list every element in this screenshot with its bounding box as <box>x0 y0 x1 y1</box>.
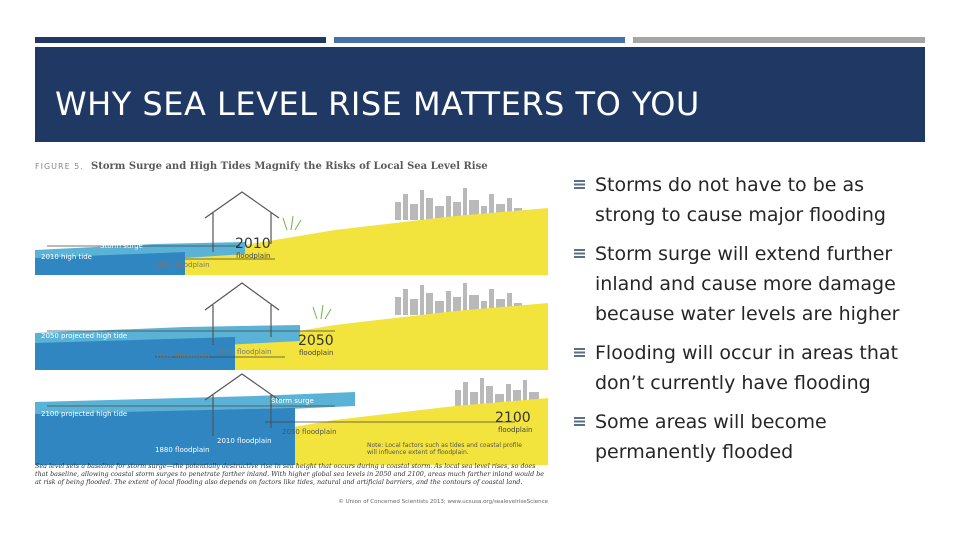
top-accent-bar-dark <box>35 37 326 43</box>
year-2100-label: 2100 <box>495 410 531 426</box>
bullet-marker-icon <box>574 417 585 426</box>
figure-number: FIGURE 5. <box>35 162 84 171</box>
floodplain-2010-label: 2010 floodplain <box>217 437 272 445</box>
year-2010-floodplain-label: floodplain <box>236 252 271 260</box>
bullet-item: Storms do not have to be as strong to ca… <box>574 170 919 230</box>
bullet-list: Storms do not have to be as strong to ca… <box>574 170 919 467</box>
bullet-marker-icon <box>574 348 585 357</box>
panel-2050-illustration <box>35 275 548 370</box>
grass-icon <box>312 304 332 320</box>
bullet-line: don’t currently have flooding <box>595 372 871 394</box>
year-2010-label: 2010 <box>235 236 271 252</box>
figure-title: FIGURE 5. Storm Surge and High Tides Mag… <box>35 161 488 172</box>
house-icon <box>204 191 280 252</box>
floodplain-2050-label: 2050 floodplain <box>282 428 337 436</box>
panel-2050: Storm surge 2050 projected high tide 188… <box>35 275 548 370</box>
bullet-item: Some areas will become permanently flood… <box>574 407 919 467</box>
bullet-marker-icon <box>574 180 585 189</box>
panel-2100: Storm surge 2100 projected high tide 188… <box>35 370 548 465</box>
top-accent-bar-gray <box>633 37 925 43</box>
figure-heading: Storm Surge and High Tides Magnify the R… <box>91 161 488 172</box>
storm-surge-label: Storm surge <box>100 242 143 250</box>
panel-2010: Storm surge 2010 high tide 1880 floodpla… <box>35 180 548 275</box>
floodplain-1880-label: 1880 floodplain <box>155 261 210 269</box>
high-tide-label: 2010 high tide <box>41 253 92 261</box>
house-icon <box>204 373 280 436</box>
floodplain-1880-label: 1880 floodplain <box>155 352 210 360</box>
year-2050-floodplain-label: floodplain <box>299 349 334 357</box>
figure-credit: © Union of Concerned Scientists 2013; ww… <box>338 499 548 505</box>
high-tide-label: 2050 projected high tide <box>41 332 128 340</box>
top-accent-bar-blue <box>334 37 625 43</box>
city-skyline-icon <box>455 378 539 406</box>
bullet-line: Flooding will occur in areas that <box>595 342 899 364</box>
high-tide-label: 2100 projected high tide <box>41 410 128 418</box>
panel-2010-illustration <box>35 180 548 275</box>
storm-surge-figure: FIGURE 5. Storm Surge and High Tides Mag… <box>35 155 548 509</box>
bullet-line: Some areas will become <box>595 411 827 433</box>
bullet-marker-icon <box>574 249 585 258</box>
bullet-line: Storms do not have to be as <box>595 174 865 196</box>
panel-2100-illustration <box>35 370 548 465</box>
storm-surge-label: Storm surge <box>149 318 192 326</box>
floodplain-2010-label: 2010 floodplain <box>217 348 272 356</box>
year-2050-label: 2050 <box>298 333 334 349</box>
bullet-line: permanently flooded <box>595 441 794 463</box>
bullet-line: strong to cause major flooding <box>595 204 886 226</box>
figure-caption: Sea level sets a baseline for storm surg… <box>35 462 545 486</box>
bullet-line: inland and cause more damage <box>595 273 896 295</box>
city-skyline-icon <box>395 188 522 220</box>
storm-surge-label: Storm surge <box>271 397 314 405</box>
bullet-line: because water levels are higher <box>595 303 900 325</box>
figure-note: Note: Local factors such as tides and co… <box>367 442 522 456</box>
floodplain-1880-label: 1880 floodplain <box>155 446 210 454</box>
bullet-item: Flooding will occur in areas that don’t … <box>574 338 919 398</box>
grass-icon <box>282 215 302 231</box>
slide-title: WHY SEA LEVEL RISE MATTERS TO YOU <box>55 85 700 123</box>
year-2100-floodplain-label: floodplain <box>498 426 533 434</box>
title-banner: WHY SEA LEVEL RISE MATTERS TO YOU <box>35 47 925 142</box>
bullet-item: Storm surge will extend further inland a… <box>574 239 919 329</box>
house-icon <box>204 282 280 345</box>
city-skyline-icon <box>395 283 522 315</box>
bullet-line: Storm surge will extend further <box>595 243 893 265</box>
